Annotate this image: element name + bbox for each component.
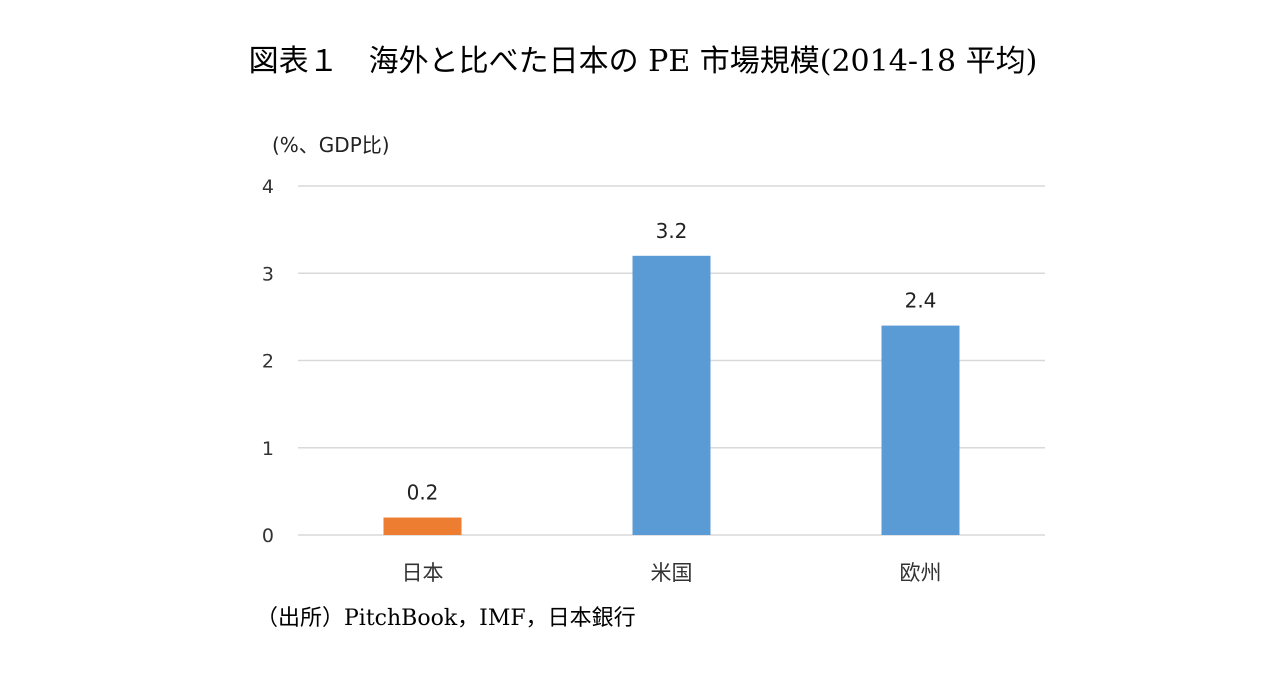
data-label: 0.2 [407, 481, 439, 505]
bar-1 [632, 255, 711, 536]
y-tick-label: 1 [262, 438, 274, 460]
y-tick-label: 2 [262, 351, 274, 373]
data-label: 2.4 [905, 289, 937, 313]
data-labels: 0.2 3.2 2.4 [407, 219, 937, 505]
bar-2 [881, 325, 960, 535]
x-category-label: 日本 [402, 561, 444, 585]
y-tick-label: 4 [262, 176, 274, 198]
y-axis-ticks: 0 1 2 3 4 [262, 176, 274, 547]
x-category-label: 欧州 [900, 561, 942, 585]
chart-title: 図表１ 海外と比べた日本の PE 市場規模(2014-18 平均) [248, 44, 1038, 79]
source-note: （出所）PitchBook，IMF，日本銀行 [256, 606, 636, 631]
bars [383, 255, 960, 536]
y-axis-unit-label: (%、GDP比) [272, 133, 390, 157]
data-label: 3.2 [656, 219, 688, 243]
bar-chart: 0 1 2 3 4 0.2 3.2 2.4 日本 米国 欧州 [262, 176, 1045, 585]
y-tick-label: 0 [262, 525, 274, 547]
bar-0 [383, 517, 462, 535]
x-category-label: 米国 [651, 561, 693, 585]
x-axis-categories: 日本 米国 欧州 [402, 561, 942, 585]
y-tick-label: 3 [262, 263, 274, 285]
